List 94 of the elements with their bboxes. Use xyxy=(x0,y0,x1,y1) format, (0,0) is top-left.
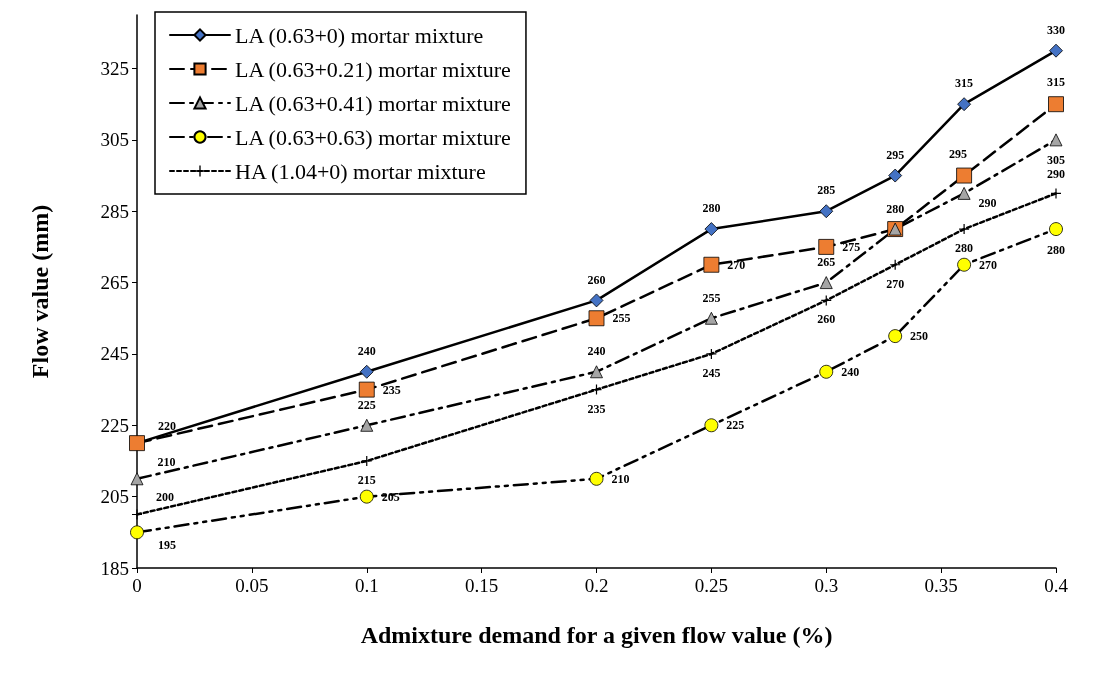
legend-label: LA (0.63+0.41) mortar mixture xyxy=(235,90,511,116)
y-tick-label: 325 xyxy=(100,58,129,80)
point xyxy=(819,364,834,379)
point xyxy=(957,257,971,272)
point xyxy=(704,311,718,325)
data-label: 235 xyxy=(382,382,401,397)
data-label: 280 xyxy=(702,201,721,216)
point xyxy=(959,224,970,235)
data-label: 315 xyxy=(1047,75,1065,90)
data-label: 255 xyxy=(612,311,631,326)
data-label: 290 xyxy=(1047,167,1065,182)
point xyxy=(589,471,604,486)
x-tick-label: 0.35 xyxy=(924,575,958,596)
point xyxy=(130,472,144,486)
point xyxy=(1051,188,1061,199)
point xyxy=(957,97,971,112)
point xyxy=(132,509,142,520)
legend-label: LA (0.63+0.63) mortar mixture xyxy=(235,124,511,150)
point xyxy=(361,455,372,466)
y-tick-label: 265 xyxy=(100,272,129,294)
point xyxy=(956,167,972,184)
data-label: 215 xyxy=(357,472,376,487)
data-label: 330 xyxy=(1047,22,1065,37)
data-label: 225 xyxy=(357,397,376,412)
point xyxy=(818,239,835,255)
x-axis-title: Admixture demand for a given flow value (%) xyxy=(360,622,833,648)
point xyxy=(1049,222,1063,236)
point xyxy=(359,489,374,504)
data-label: 285 xyxy=(817,183,836,198)
point xyxy=(130,525,144,540)
point xyxy=(888,329,903,343)
data-label: 315 xyxy=(955,76,974,91)
data-label: 280 xyxy=(886,201,905,216)
point xyxy=(358,381,375,398)
data-label: 240 xyxy=(841,364,860,379)
point xyxy=(359,364,374,379)
x-tick-label: 0.15 xyxy=(465,575,499,596)
point xyxy=(819,204,834,219)
point xyxy=(704,418,719,433)
y-tick-label: 225 xyxy=(100,414,129,436)
legend-label: HA (1.04+0) mortar mixture xyxy=(235,158,486,184)
data-label: 205 xyxy=(381,489,400,504)
point xyxy=(590,365,603,379)
point xyxy=(1048,96,1064,113)
point xyxy=(589,293,604,308)
point xyxy=(706,348,717,359)
data-label: 250 xyxy=(910,329,929,344)
point xyxy=(360,418,374,432)
data-label: 240 xyxy=(587,344,606,359)
point xyxy=(888,168,903,183)
point xyxy=(703,256,720,273)
point xyxy=(1049,133,1063,147)
data-label: 255 xyxy=(702,290,721,305)
data-label: 270 xyxy=(886,276,905,291)
data-label: 290 xyxy=(978,196,997,211)
data-label: 280 xyxy=(955,241,974,256)
point xyxy=(588,310,605,327)
x-tick-label: 0 xyxy=(132,575,142,596)
x-tick-label: 0.05 xyxy=(235,575,269,596)
legend-label: LA (0.63+0) mortar mixture xyxy=(235,22,484,48)
data-label: 200 xyxy=(156,490,174,505)
y-tick-label: 205 xyxy=(100,486,129,508)
x-tick-label: 0.4 xyxy=(1044,575,1069,596)
x-tick-label: 0.3 xyxy=(814,575,839,596)
data-label: 225 xyxy=(726,418,745,433)
legend-label: LA (0.63+0.21) mortar mixture xyxy=(235,56,511,82)
y-tick-label: 305 xyxy=(100,129,129,151)
point xyxy=(957,186,971,200)
data-label: 210 xyxy=(611,471,630,486)
data-label: 235 xyxy=(587,401,606,416)
y-tick-label: 285 xyxy=(100,200,129,222)
data-label: 260 xyxy=(587,272,606,287)
data-label: 220 xyxy=(157,419,176,434)
data-label: 295 xyxy=(949,146,968,161)
x-tick-label: 0.25 xyxy=(694,575,728,596)
data-label: 275 xyxy=(842,239,861,254)
point xyxy=(704,222,719,236)
point xyxy=(1049,43,1063,58)
x-tick-label: 0.1 xyxy=(354,575,379,596)
data-label: 245 xyxy=(702,365,721,380)
data-label: 260 xyxy=(817,312,836,327)
data-label: 210 xyxy=(157,454,176,469)
data-label: 305 xyxy=(1047,153,1065,168)
data-label: 240 xyxy=(357,343,376,358)
data-label: 265 xyxy=(817,255,836,270)
data-label: 195 xyxy=(157,538,176,553)
y-axis-title: Flow value (mm) xyxy=(27,204,53,379)
y-tick-label: 185 xyxy=(100,557,129,579)
data-label: 280 xyxy=(1047,242,1065,257)
x-tick-label: 0.2 xyxy=(584,575,609,596)
data-label: 295 xyxy=(886,147,905,162)
data-label: 270 xyxy=(979,257,997,272)
y-tick-label: 245 xyxy=(100,343,129,365)
point xyxy=(819,276,833,289)
